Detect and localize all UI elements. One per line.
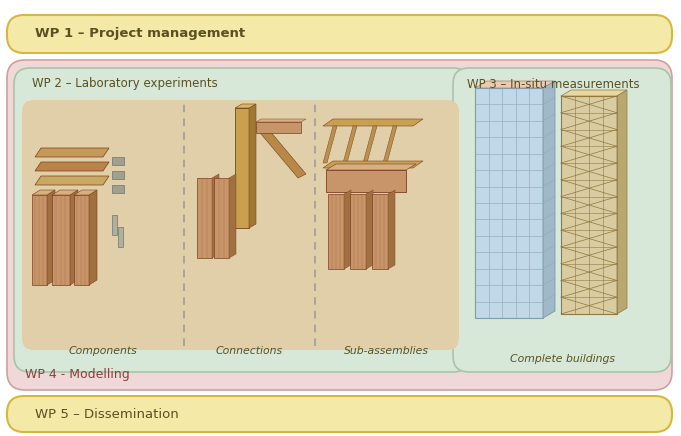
Bar xyxy=(475,88,543,318)
Bar xyxy=(561,96,617,314)
Polygon shape xyxy=(256,124,306,178)
FancyBboxPatch shape xyxy=(453,68,671,372)
Polygon shape xyxy=(475,81,555,88)
Polygon shape xyxy=(344,190,351,269)
Bar xyxy=(112,185,124,193)
Polygon shape xyxy=(35,148,109,157)
Bar xyxy=(118,227,123,247)
Bar xyxy=(112,157,124,165)
Bar xyxy=(52,195,70,285)
Polygon shape xyxy=(35,176,109,185)
Bar xyxy=(326,170,406,192)
FancyBboxPatch shape xyxy=(22,100,459,350)
Polygon shape xyxy=(212,174,219,258)
Polygon shape xyxy=(256,119,306,122)
Text: Components: Components xyxy=(69,346,137,356)
Polygon shape xyxy=(363,126,377,163)
Text: WP 1 – Project management: WP 1 – Project management xyxy=(35,27,245,41)
Polygon shape xyxy=(388,190,395,269)
Polygon shape xyxy=(249,104,256,228)
Polygon shape xyxy=(617,90,627,314)
Text: Complete buildings: Complete buildings xyxy=(509,354,614,364)
Bar xyxy=(214,178,229,258)
Polygon shape xyxy=(229,174,236,258)
Bar xyxy=(372,194,388,269)
Bar xyxy=(112,215,117,235)
Polygon shape xyxy=(561,90,627,96)
Polygon shape xyxy=(47,190,55,285)
Text: Sub-assemblies: Sub-assemblies xyxy=(345,346,430,356)
FancyBboxPatch shape xyxy=(7,396,672,432)
Bar xyxy=(32,195,47,285)
Polygon shape xyxy=(74,190,97,195)
Polygon shape xyxy=(543,81,555,318)
Polygon shape xyxy=(235,104,256,108)
Polygon shape xyxy=(70,190,78,285)
Bar xyxy=(235,108,249,228)
Text: Connections: Connections xyxy=(216,346,283,356)
Polygon shape xyxy=(32,190,55,195)
Bar xyxy=(197,178,212,258)
Bar xyxy=(256,122,301,133)
FancyBboxPatch shape xyxy=(7,15,672,53)
Polygon shape xyxy=(326,164,416,170)
Bar xyxy=(74,195,89,285)
Polygon shape xyxy=(323,126,337,163)
Text: WP 5 – Dissemination: WP 5 – Dissemination xyxy=(35,408,178,420)
FancyBboxPatch shape xyxy=(7,60,672,390)
Polygon shape xyxy=(52,190,78,195)
FancyBboxPatch shape xyxy=(14,68,469,372)
Polygon shape xyxy=(35,162,109,171)
Bar xyxy=(328,194,344,269)
Text: WP 2 – Laboratory experiments: WP 2 – Laboratory experiments xyxy=(32,78,218,91)
Bar xyxy=(350,194,366,269)
Text: WP 3 – In-situ measurements: WP 3 – In-situ measurements xyxy=(467,78,639,91)
Polygon shape xyxy=(323,161,423,168)
Polygon shape xyxy=(323,119,423,126)
Polygon shape xyxy=(89,190,97,285)
Polygon shape xyxy=(383,126,397,163)
Polygon shape xyxy=(343,126,357,163)
Text: WP 4 - Modelling: WP 4 - Modelling xyxy=(25,368,130,381)
Bar xyxy=(112,171,124,179)
Polygon shape xyxy=(366,190,373,269)
